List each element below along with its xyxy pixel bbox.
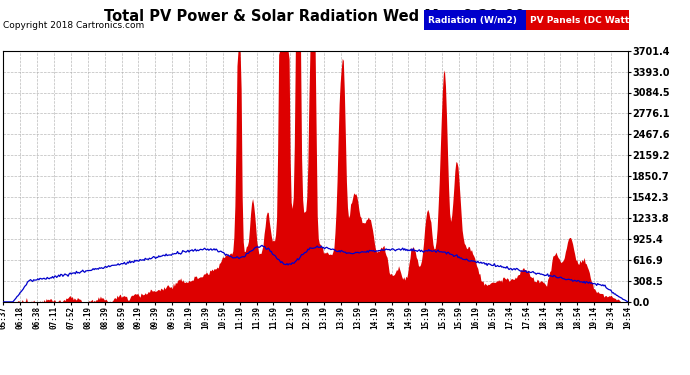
Text: Radiation (W/m2): Radiation (W/m2) bbox=[428, 16, 517, 25]
Text: Copyright 2018 Cartronics.com: Copyright 2018 Cartronics.com bbox=[3, 21, 145, 30]
Text: PV Panels (DC Watts): PV Panels (DC Watts) bbox=[530, 16, 639, 25]
Text: Total PV Power & Solar Radiation Wed May 9 20:00: Total PV Power & Solar Radiation Wed May… bbox=[104, 9, 524, 24]
